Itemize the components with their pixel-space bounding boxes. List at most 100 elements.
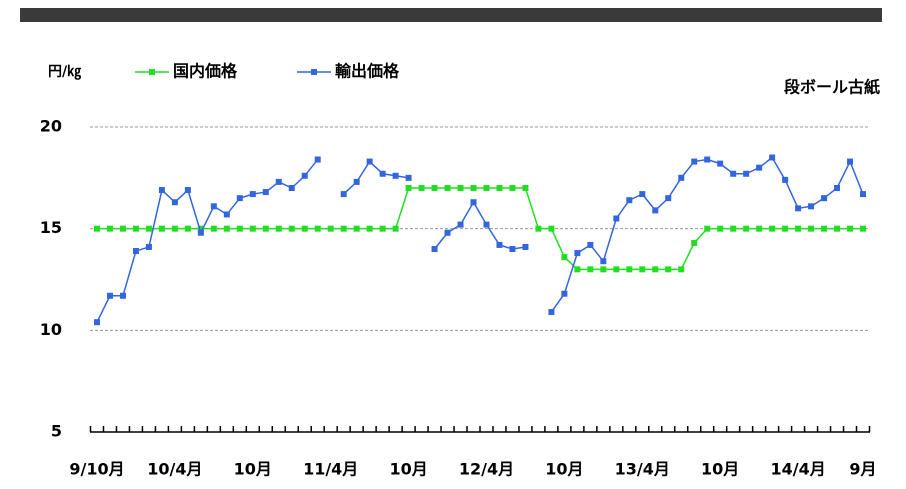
y-tick-label: 10 <box>40 320 62 339</box>
point <box>132 225 139 232</box>
point <box>392 172 399 179</box>
point <box>418 185 425 191</box>
point <box>522 185 529 191</box>
x-tick-label: 10月 <box>389 460 427 479</box>
point <box>730 225 737 232</box>
point <box>262 225 269 232</box>
legend-marker <box>149 69 155 75</box>
series-line <box>343 160 409 195</box>
y-tick-label: 15 <box>40 218 62 237</box>
point <box>821 225 828 232</box>
x-tick-label: 9/10月 <box>69 460 124 479</box>
point <box>483 221 490 228</box>
point <box>730 170 737 177</box>
point <box>509 246 516 252</box>
point <box>405 185 412 191</box>
point <box>821 195 828 202</box>
point <box>808 203 815 210</box>
x-tick-label: 12/4月 <box>459 460 514 479</box>
point <box>119 225 126 232</box>
point <box>197 225 204 232</box>
point <box>327 225 334 232</box>
point <box>613 215 620 222</box>
point <box>717 160 724 167</box>
series-line <box>96 159 319 323</box>
point <box>210 203 217 210</box>
point <box>795 205 802 212</box>
point <box>94 225 100 232</box>
point <box>379 225 386 232</box>
point <box>470 185 477 191</box>
point <box>223 225 230 232</box>
point <box>457 185 464 191</box>
point <box>691 239 698 246</box>
point <box>470 199 477 206</box>
point <box>444 229 451 236</box>
point <box>106 292 113 299</box>
point <box>340 225 347 232</box>
point <box>639 191 646 198</box>
point <box>197 229 204 236</box>
x-tick-label: 10月 <box>545 460 583 479</box>
x-tick-label: 11/4月 <box>303 460 358 479</box>
point <box>756 225 763 232</box>
point <box>717 225 724 232</box>
point <box>366 158 373 165</box>
point <box>769 225 776 232</box>
point <box>665 195 672 202</box>
point <box>665 266 672 273</box>
x-tick-label: 10月 <box>701 460 739 479</box>
point <box>249 225 256 232</box>
point <box>496 241 503 248</box>
point <box>366 225 373 232</box>
x-tick-label: 14/4月 <box>770 460 825 479</box>
point <box>509 185 516 191</box>
point <box>652 207 659 214</box>
point <box>288 185 295 191</box>
point <box>522 243 529 250</box>
series-line <box>433 200 526 250</box>
point <box>184 187 191 194</box>
point <box>236 195 243 202</box>
point <box>847 158 854 165</box>
point <box>704 225 711 232</box>
point <box>678 174 685 181</box>
point <box>678 266 685 273</box>
point <box>860 225 866 232</box>
point <box>600 258 607 265</box>
point <box>574 250 581 257</box>
series-line <box>550 156 864 313</box>
point <box>613 266 620 273</box>
header-bar <box>20 8 882 22</box>
y-axis-label: 円/㎏ <box>48 64 81 81</box>
point <box>548 225 555 232</box>
point <box>626 197 633 204</box>
point <box>847 225 854 232</box>
point <box>834 225 841 232</box>
x-tick-label: 10/4月 <box>147 460 202 479</box>
point <box>691 158 698 165</box>
point <box>158 187 165 194</box>
point <box>808 225 815 232</box>
point <box>119 292 126 299</box>
point <box>431 185 438 191</box>
point <box>561 290 568 297</box>
point <box>353 225 360 232</box>
point <box>288 225 295 232</box>
point <box>301 172 308 179</box>
point <box>574 266 581 273</box>
point <box>782 225 789 232</box>
point <box>431 246 438 252</box>
point <box>756 164 763 171</box>
point <box>483 185 490 191</box>
point <box>639 266 646 273</box>
point <box>561 254 568 261</box>
point <box>353 178 360 185</box>
point <box>795 225 802 232</box>
point <box>392 225 399 232</box>
x-tick-label: 9月 <box>849 460 876 479</box>
point <box>158 225 165 232</box>
point <box>834 185 841 191</box>
point <box>379 170 386 177</box>
